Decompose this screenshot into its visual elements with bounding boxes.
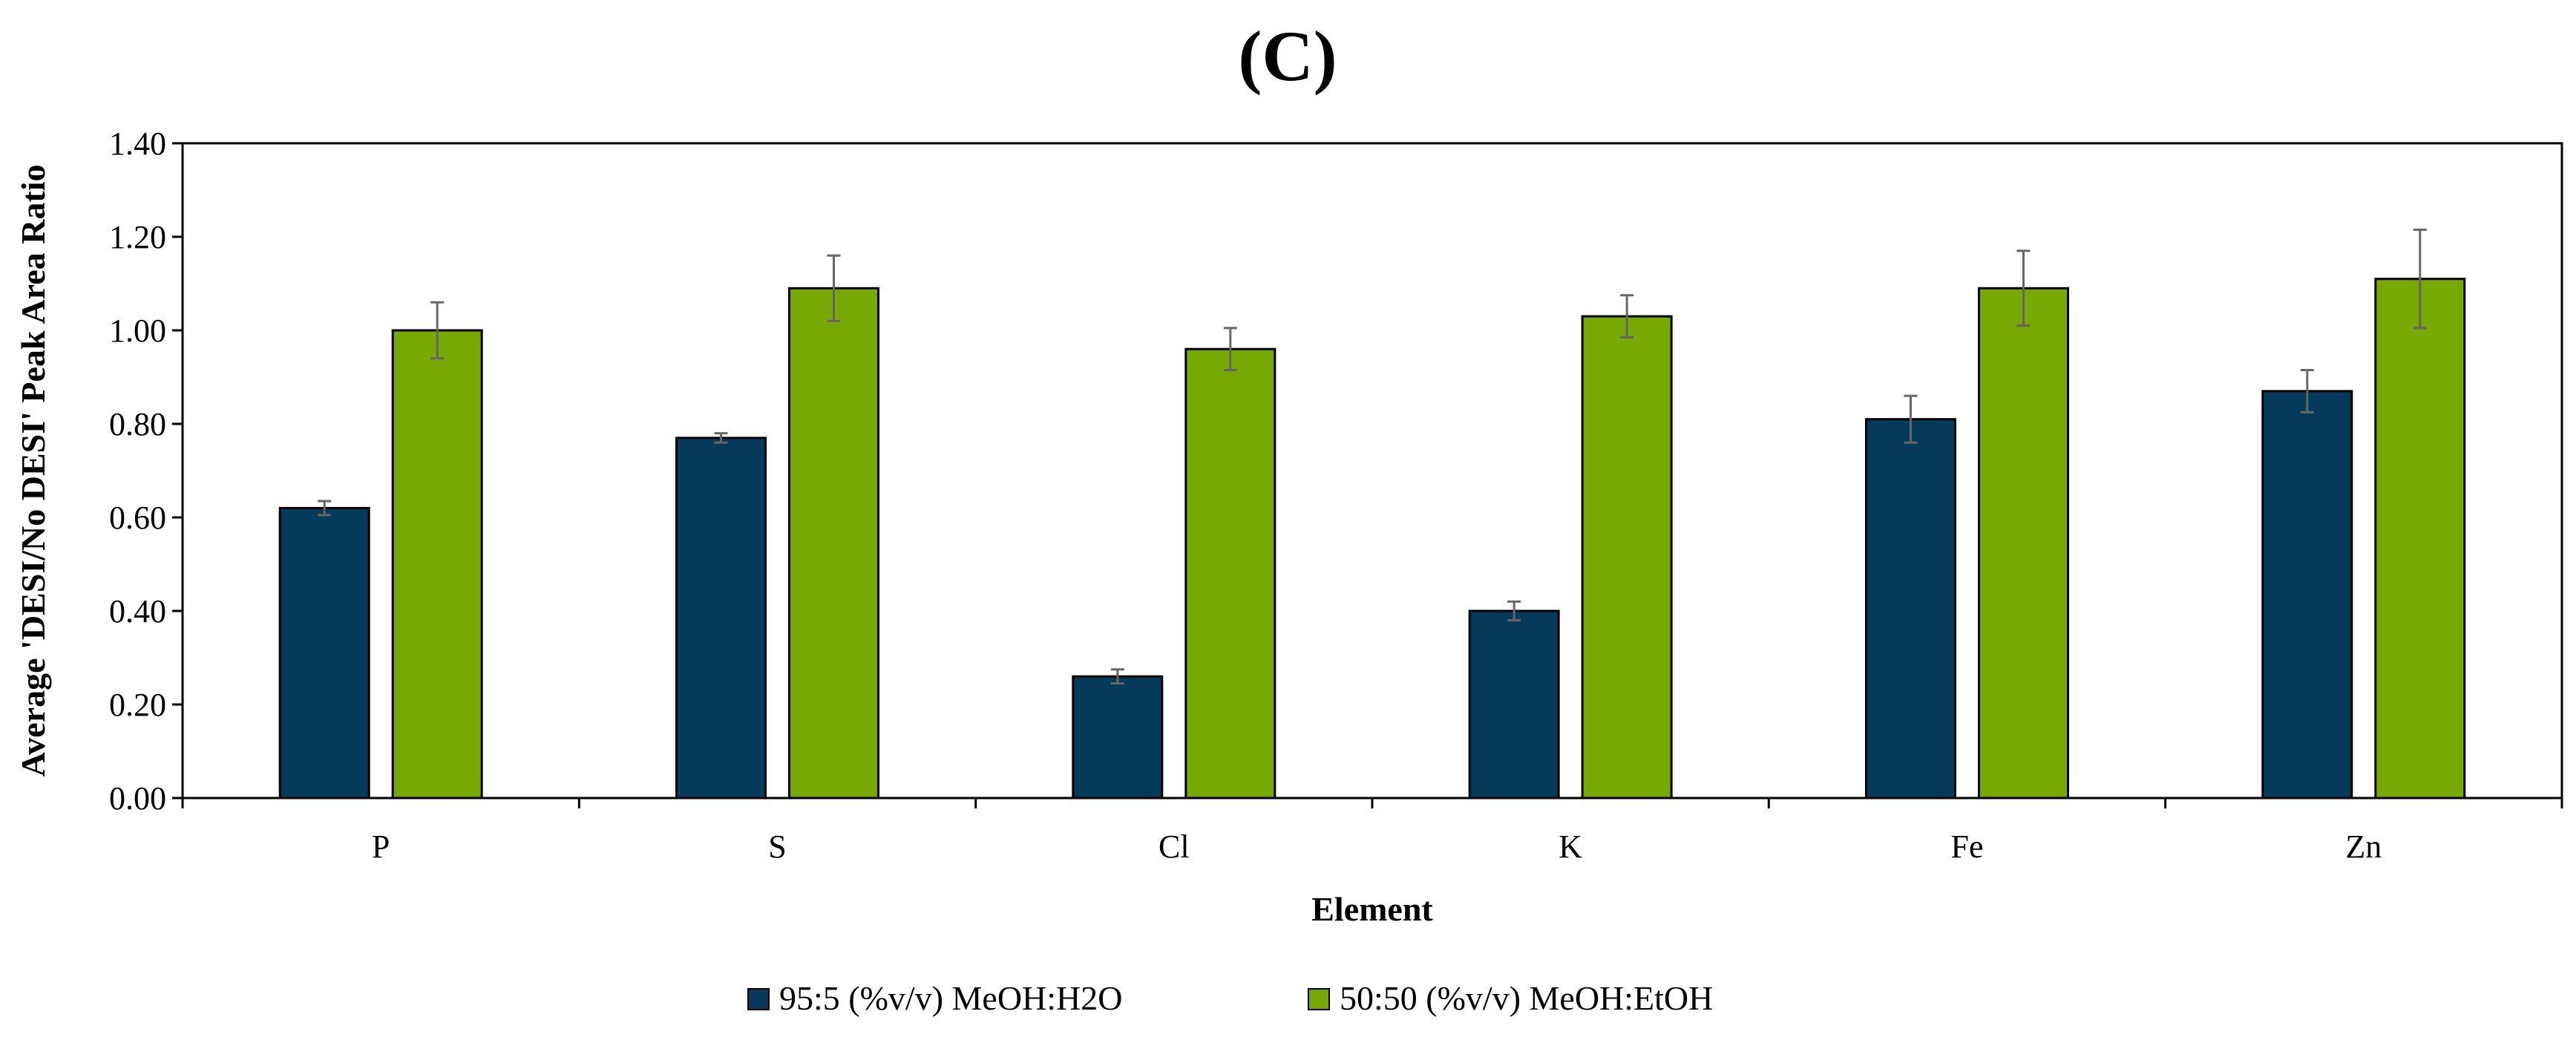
error-bar-cl-series-1 — [1110, 668, 1124, 685]
error-bar-zn-series-2 — [2413, 229, 2427, 330]
chart-title: (C) — [1238, 16, 1337, 96]
bar-zn-series-2 — [2374, 278, 2466, 800]
x-axis-ticks: P S Cl K Fe Zn — [181, 798, 2563, 865]
y-tick-label: 0.40 — [109, 593, 166, 630]
legend-label-series-1: 95:5 (%v/v) MeOH:H2O — [779, 979, 1123, 1017]
error-bar-k-series-2 — [1620, 294, 1634, 339]
y-axis-ticks: 0.00 0.20 0.40 0.60 0.80 1.00 1.20 1.40 — [109, 125, 183, 817]
x-category-label: Cl — [1158, 828, 1190, 865]
error-bar-k-series-1 — [1507, 600, 1521, 622]
y-axis-label: Average 'DESI/No DESI' Peak Area Ratio — [14, 165, 52, 777]
error-bar-cl-series-2 — [1223, 327, 1237, 372]
y-tick-label: 0.00 — [109, 780, 166, 817]
error-bar-zn-series-1 — [2300, 369, 2314, 413]
legend-swatch-series-2 — [1308, 988, 1330, 1010]
bar-fe-series-2 — [1978, 287, 2069, 800]
bar-k-series-1 — [1468, 609, 1560, 800]
error-bar-p-series-1 — [318, 500, 332, 517]
plot-frame — [181, 142, 2563, 800]
x-axis-label: Element — [1311, 890, 1433, 928]
error-bars — [318, 229, 2427, 685]
x-category-label: K — [1559, 828, 1582, 865]
bar-cl-series-2 — [1184, 347, 1276, 800]
x-category-label: P — [372, 828, 390, 865]
y-tick-label: 0.20 — [109, 687, 166, 723]
legend-label-series-2: 50:50 (%v/v) MeOH:EtOH — [1340, 979, 1713, 1017]
error-bar-fe-series-2 — [2016, 249, 2031, 327]
error-bar-s-series-1 — [714, 432, 728, 444]
bar-k-series-2 — [1581, 315, 1673, 800]
legend-swatch-series-1 — [747, 988, 770, 1010]
bar-p-series-2 — [391, 329, 483, 800]
bar-fe-series-1 — [1865, 418, 1956, 800]
x-category-label: S — [768, 828, 786, 865]
bar-cl-series-1 — [1072, 675, 1164, 800]
error-bar-p-series-2 — [430, 301, 445, 360]
y-tick-label: 1.20 — [109, 219, 166, 255]
error-bar-fe-series-1 — [1904, 394, 1918, 444]
bar-zn-series-1 — [2261, 390, 2353, 800]
y-tick-label: 0.80 — [109, 406, 166, 442]
x-category-label: Zn — [2345, 828, 2382, 865]
bar-s-series-1 — [675, 437, 767, 800]
y-tick-label: 0.60 — [109, 500, 166, 536]
x-category-label: Fe — [1951, 828, 1984, 865]
y-tick-label: 1.00 — [109, 313, 166, 349]
y-tick-label: 1.40 — [109, 125, 166, 162]
legend: 95:5 (%v/v) MeOH:H2O 50:50 (%v/v) MeOH:E… — [747, 979, 1713, 1017]
error-bar-s-series-2 — [827, 254, 841, 322]
bar-p-series-1 — [278, 506, 370, 800]
bars — [278, 278, 2466, 800]
bar-s-series-2 — [788, 287, 879, 800]
